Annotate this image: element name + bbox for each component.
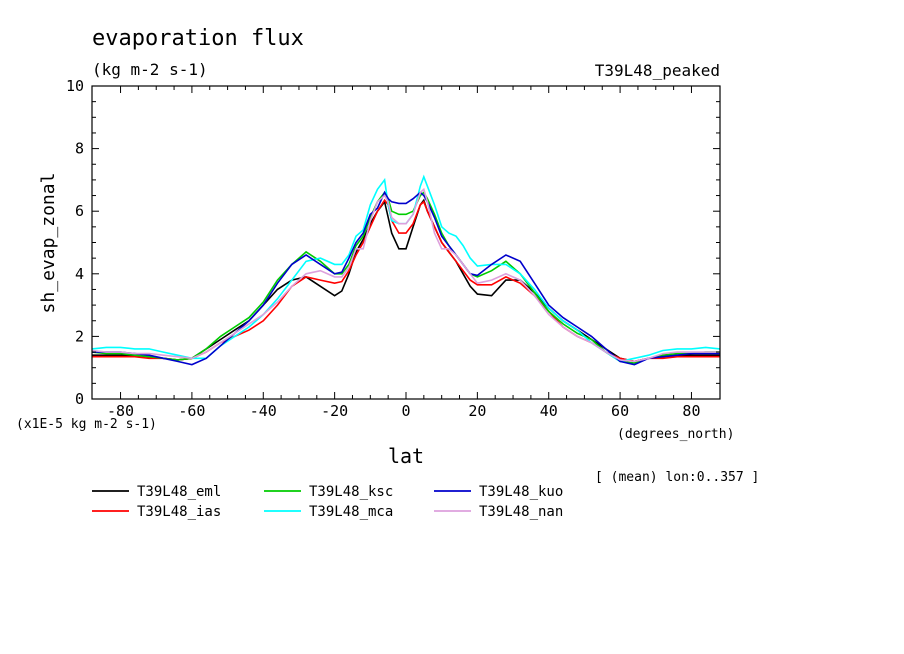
legend-label-T39L48_mca: T39L48_mca: [309, 504, 393, 520]
experiment-label: T39L48_peaked: [595, 61, 720, 80]
y-scale-note: (x1E-5 kg m-2 s-1): [16, 417, 157, 432]
x-tick-label: 40: [540, 402, 558, 420]
y-axis-label: sh_evap_zonal: [38, 173, 59, 314]
axis-tick-labels: -80 -60 -40 -20 0 20 40 60 80 0 2 4 6 8 10: [66, 77, 701, 420]
series-line-T39L48_ksc: [91, 190, 720, 364]
y-tick-label: 0: [75, 390, 84, 408]
legend-label-T39L48_kuo: T39L48_kuo: [479, 484, 563, 500]
series-line-T39L48_nan: [91, 187, 720, 363]
legend-label-T39L48_ksc: T39L48_ksc: [309, 484, 393, 500]
series-line-T39L48_eml: [92, 198, 720, 363]
x-tick-label: 20: [468, 402, 486, 420]
y-tick-label: 4: [75, 265, 84, 283]
chart-title: evaporation flux: [92, 26, 304, 51]
x-tick-label: -40: [250, 402, 277, 420]
legend: T39L48_eml T39L48_ias T39L48_ksc T39L48_mca…: [92, 484, 563, 520]
y-tick-label: 10: [66, 77, 84, 95]
plot-lines: [91, 174, 721, 366]
x-tick-label: -20: [321, 402, 348, 420]
y-tick-label: 8: [75, 140, 84, 158]
series-line-T39L48_mca: [91, 174, 721, 363]
plot-frame: [91, 85, 721, 400]
series-line-T39L48_kuo: [92, 190, 720, 366]
legend-label-T39L48_ias: T39L48_ias: [137, 504, 221, 520]
x-tick-label: -60: [178, 402, 205, 420]
x-axis-units: (degrees_north): [617, 427, 734, 442]
y-tick-label: 2: [75, 327, 84, 345]
x-axis-label: lat: [388, 444, 424, 468]
legend-label-T39L48_nan: T39L48_nan: [479, 504, 563, 520]
x-tick-label: -80: [107, 402, 134, 420]
chart-subtitle: (kg m-2 s-1): [92, 60, 208, 79]
axis-ticks: [92, 85, 720, 400]
x-tick-label: 0: [401, 402, 410, 420]
x-tick-label: 80: [682, 402, 700, 420]
mean-note: [ (mean) lon:0..357 ]: [595, 470, 759, 485]
x-tick-label: 60: [611, 402, 629, 420]
legend-label-T39L48_eml: T39L48_eml: [137, 484, 221, 500]
y-tick-label: 6: [75, 202, 84, 220]
